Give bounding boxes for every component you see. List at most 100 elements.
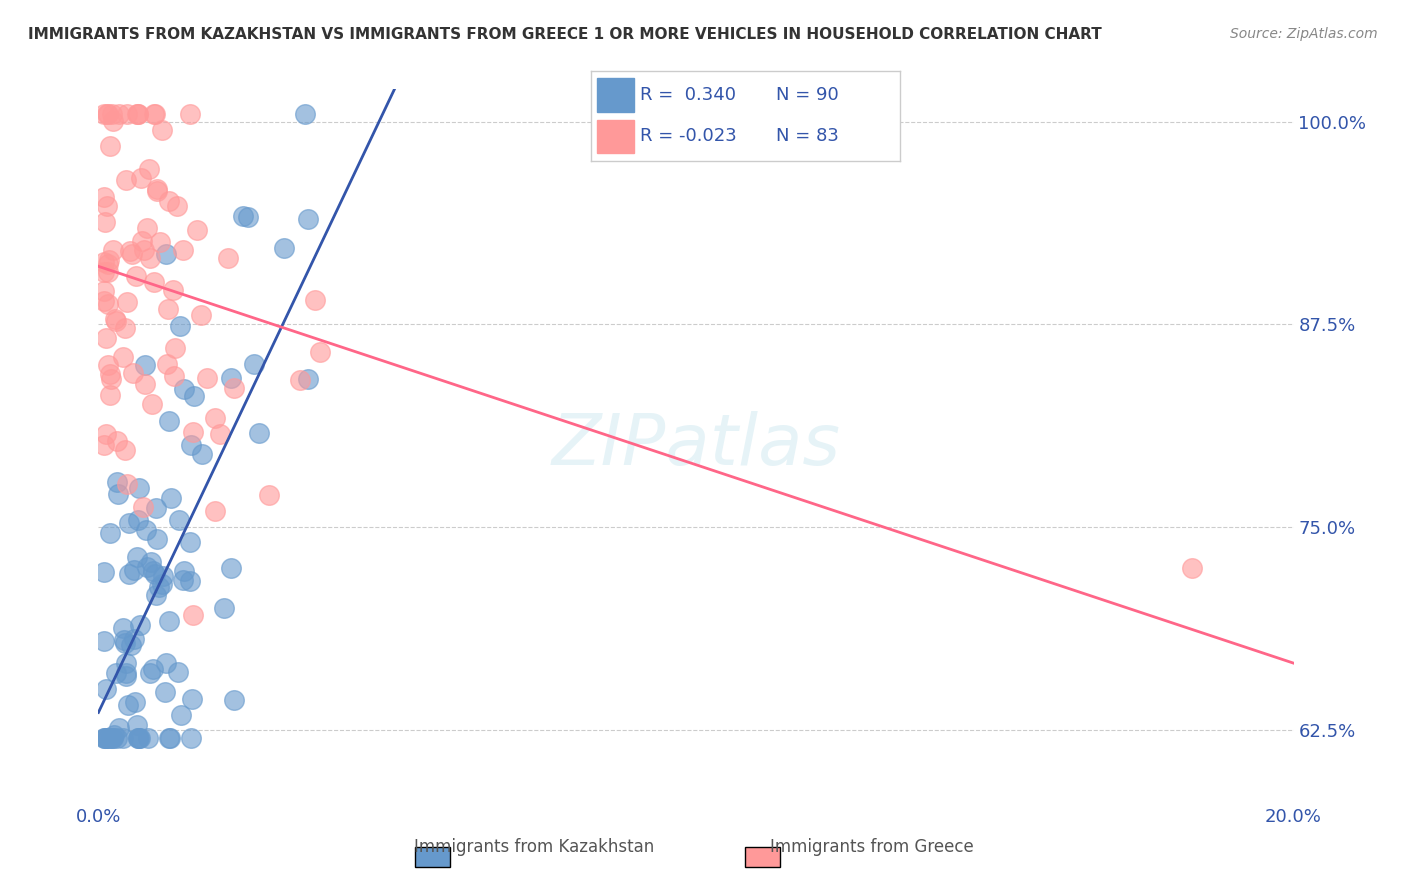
Immigrants from Kazakhstan xyxy=(105,731,128,745)
Immigrants from Greece xyxy=(103,114,125,128)
Immigrants from Kazakhstan xyxy=(183,389,205,403)
Immigrants from Greece xyxy=(1181,560,1204,574)
Immigrants from Greece xyxy=(107,434,129,449)
Immigrants from Greece xyxy=(97,297,120,311)
Immigrants from Greece xyxy=(121,247,143,261)
Immigrants from Kazakhstan xyxy=(93,565,115,579)
Immigrants from Kazakhstan xyxy=(142,662,165,676)
Immigrants from Kazakhstan xyxy=(105,666,128,681)
Immigrants from Kazakhstan xyxy=(94,682,117,697)
Immigrants from Greece xyxy=(163,368,186,383)
Immigrants from Kazakhstan xyxy=(115,665,138,680)
Immigrants from Greece xyxy=(127,106,149,120)
Immigrants from Greece xyxy=(166,199,188,213)
Text: ZIPatlas: ZIPatlas xyxy=(551,411,841,481)
Immigrants from Kazakhstan xyxy=(155,657,177,671)
Immigrants from Greece xyxy=(93,284,115,298)
Immigrants from Kazakhstan xyxy=(170,708,193,723)
Immigrants from Kazakhstan xyxy=(242,357,264,371)
Immigrants from Greece xyxy=(257,488,280,502)
Immigrants from Kazakhstan xyxy=(115,668,138,682)
Immigrants from Greece xyxy=(150,122,173,136)
Immigrants from Kazakhstan xyxy=(111,731,134,745)
Immigrants from Greece xyxy=(222,381,245,395)
Immigrants from Kazakhstan xyxy=(101,731,124,745)
Immigrants from Greece xyxy=(142,106,165,120)
Text: IMMIGRANTS FROM KAZAKHSTAN VS IMMIGRANTS FROM GREECE 1 OR MORE VEHICLES IN HOUSE: IMMIGRANTS FROM KAZAKHSTAN VS IMMIGRANTS… xyxy=(28,27,1102,42)
Immigrants from Greece xyxy=(127,106,149,120)
Immigrants from Greece xyxy=(104,312,127,326)
Text: N = 83: N = 83 xyxy=(776,128,839,145)
Immigrants from Greece xyxy=(162,283,184,297)
Immigrants from Kazakhstan xyxy=(157,615,180,629)
Immigrants from Kazakhstan xyxy=(247,425,270,440)
Immigrants from Greece xyxy=(186,223,208,237)
Immigrants from Greece xyxy=(111,350,134,364)
Immigrants from Kazakhstan xyxy=(169,318,191,333)
Immigrants from Kazakhstan xyxy=(145,533,167,547)
Immigrants from Greece xyxy=(157,194,180,208)
Immigrants from Kazakhstan xyxy=(155,247,177,261)
Immigrants from Greece xyxy=(117,295,139,310)
Immigrants from Greece xyxy=(93,438,115,452)
Immigrants from Kazakhstan xyxy=(236,210,259,224)
Immigrants from Greece xyxy=(100,372,122,386)
Immigrants from Kazakhstan xyxy=(179,534,201,549)
Immigrants from Kazakhstan xyxy=(93,731,115,745)
Text: R = -0.023: R = -0.023 xyxy=(640,128,737,145)
Bar xyxy=(596,78,634,112)
Immigrants from Greece xyxy=(217,251,239,265)
Immigrants from Greece xyxy=(138,252,160,266)
Immigrants from Greece xyxy=(146,184,169,198)
Immigrants from Greece xyxy=(290,373,312,387)
Immigrants from Kazakhstan xyxy=(157,731,180,745)
Immigrants from Greece xyxy=(100,106,122,120)
Immigrants from Greece xyxy=(156,357,179,371)
Immigrants from Greece xyxy=(181,608,204,623)
Immigrants from Kazakhstan xyxy=(101,731,124,745)
Immigrants from Kazakhstan xyxy=(179,574,201,588)
Immigrants from Kazakhstan xyxy=(294,106,316,120)
Immigrants from Kazakhstan xyxy=(145,501,167,516)
Immigrants from Greece xyxy=(98,367,121,381)
Immigrants from Greece xyxy=(93,214,115,228)
Immigrants from Kazakhstan xyxy=(127,731,149,745)
Immigrants from Kazakhstan xyxy=(128,617,150,632)
Immigrants from Greece xyxy=(93,255,115,269)
Text: N = 90: N = 90 xyxy=(776,86,839,103)
Immigrants from Kazakhstan xyxy=(180,438,202,452)
Immigrants from Kazakhstan xyxy=(159,491,181,505)
Immigrants from Greece xyxy=(127,106,149,120)
Immigrants from Kazakhstan xyxy=(212,601,235,615)
Immigrants from Greece xyxy=(136,221,159,235)
Bar xyxy=(596,120,634,153)
Immigrants from Kazakhstan xyxy=(157,414,180,428)
Immigrants from Kazakhstan xyxy=(224,692,246,706)
Immigrants from Greece xyxy=(131,234,153,248)
Immigrants from Kazakhstan xyxy=(152,568,174,582)
Immigrants from Kazakhstan xyxy=(159,731,181,745)
Immigrants from Kazakhstan xyxy=(112,622,135,636)
Immigrants from Kazakhstan xyxy=(98,526,121,541)
Immigrants from Kazakhstan xyxy=(142,564,165,578)
Immigrants from Greece xyxy=(181,425,204,439)
Immigrants from Greece xyxy=(204,504,226,518)
Immigrants from Greece xyxy=(114,320,136,334)
Text: Immigrants from Greece: Immigrants from Greece xyxy=(770,838,973,856)
Immigrants from Kazakhstan xyxy=(105,475,128,490)
Immigrants from Kazakhstan xyxy=(219,371,242,385)
Immigrants from Greece xyxy=(93,190,115,204)
Immigrants from Kazakhstan xyxy=(219,560,242,574)
Immigrants from Greece xyxy=(172,243,194,257)
Immigrants from Kazakhstan xyxy=(135,523,157,537)
Immigrants from Greece xyxy=(143,106,166,120)
Immigrants from Kazakhstan xyxy=(172,573,194,587)
Immigrants from Kazakhstan xyxy=(138,665,160,680)
Immigrants from Greece xyxy=(132,500,155,515)
Immigrants from Kazakhstan xyxy=(191,447,214,461)
Immigrants from Kazakhstan xyxy=(114,656,136,670)
Immigrants from Kazakhstan xyxy=(128,731,150,745)
Immigrants from Greece xyxy=(97,264,120,278)
Immigrants from Kazakhstan xyxy=(232,209,254,223)
Immigrants from Kazakhstan xyxy=(94,731,117,745)
